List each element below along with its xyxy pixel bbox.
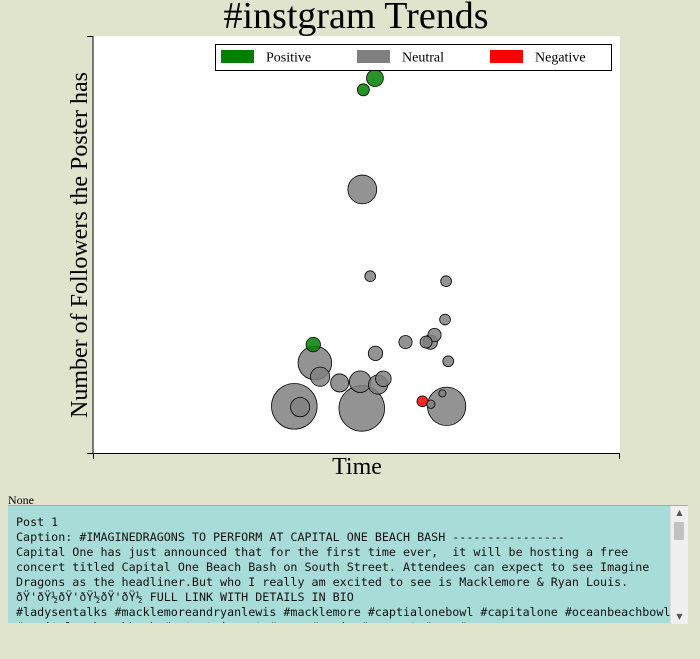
point-neutral-4[interactable] xyxy=(439,313,451,326)
point-neutral-22[interactable] xyxy=(438,389,447,398)
legend-label-neutral: Neutral xyxy=(402,51,444,66)
chart-title: #instgram Trends xyxy=(223,0,489,37)
point-neutral-1[interactable] xyxy=(347,174,378,205)
point-neutral-21[interactable] xyxy=(426,399,436,409)
point-neutral-13[interactable] xyxy=(375,370,392,387)
point-neutral-10[interactable] xyxy=(442,355,454,368)
point-positive-3[interactable] xyxy=(305,336,321,353)
point-negative-1[interactable] xyxy=(416,395,429,408)
point-positive-1[interactable] xyxy=(366,69,384,87)
y-axis-label: Number of Followers the Poster has xyxy=(67,72,93,418)
point-neutral-18[interactable] xyxy=(290,397,311,418)
post-textarea[interactable]: Post 1 Caption: #IMAGINEDRAGONS TO PERFO… xyxy=(8,505,688,624)
post-text: Post 1 Caption: #IMAGINEDRAGONS TO PERFO… xyxy=(16,515,671,623)
point-neutral-6[interactable] xyxy=(398,335,413,350)
axes xyxy=(87,36,620,459)
point-neutral-12[interactable] xyxy=(310,366,331,387)
point-neutral-3[interactable] xyxy=(440,275,452,287)
point-neutral-7[interactable] xyxy=(367,345,384,361)
status-label: None xyxy=(8,493,34,507)
point-neutral-8[interactable] xyxy=(419,335,433,349)
legend: Positive Neutral Negative xyxy=(215,44,612,71)
scroll-down-arrow-icon[interactable]: ▼ xyxy=(676,612,683,621)
legend-swatch-negative xyxy=(490,50,523,63)
legend-label-negative: Negative xyxy=(535,51,586,66)
scatter-chart: Positive Neutral Negative Time Number of F… xyxy=(67,36,620,480)
point-neutral-2[interactable] xyxy=(364,270,377,282)
legend-label-positive: Positive xyxy=(266,51,311,66)
legend-swatch-positive xyxy=(221,50,254,63)
scroll-up-arrow-icon[interactable]: ▲ xyxy=(676,508,683,517)
legend-swatch-neutral xyxy=(357,50,390,63)
point-neutral-16[interactable] xyxy=(330,373,350,393)
legend-box xyxy=(215,44,612,71)
scrollbar[interactable]: ▲ ▼ xyxy=(670,506,688,624)
x-axis-label: Time xyxy=(332,454,382,480)
point-neutral-14[interactable] xyxy=(348,370,372,393)
point-positive-2[interactable] xyxy=(356,83,370,97)
scroll-thumb[interactable] xyxy=(674,522,684,540)
data-points xyxy=(271,69,467,432)
